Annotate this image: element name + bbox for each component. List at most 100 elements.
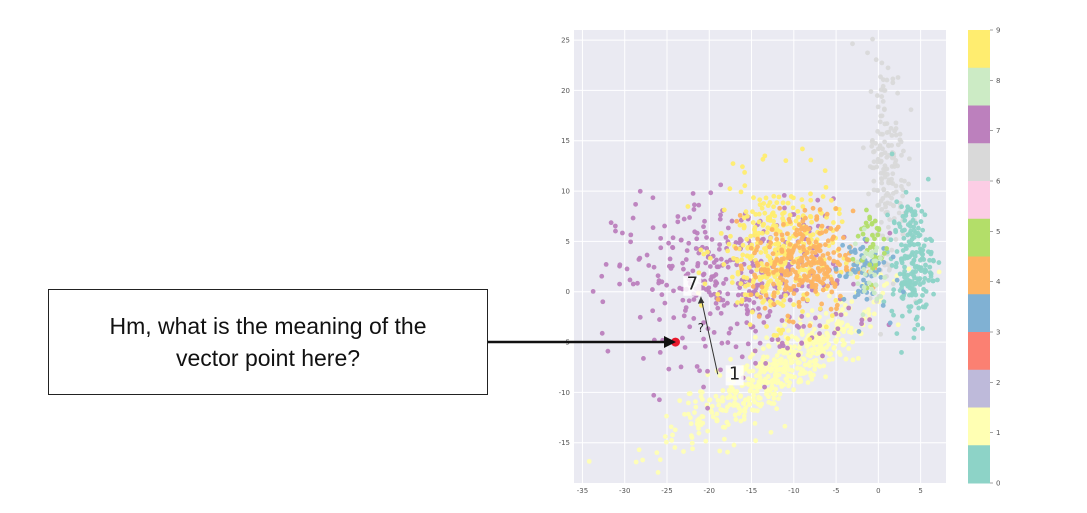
scatter-point-class-1 xyxy=(818,344,824,350)
colorbar-segment xyxy=(968,256,990,295)
scatter-point-class-4 xyxy=(769,227,775,232)
scatter-point-class-9 xyxy=(783,293,788,298)
scatter-point-class-1 xyxy=(795,359,800,365)
colorbar-segment xyxy=(968,181,990,220)
scatter-point-class-9 xyxy=(754,292,760,297)
scatter-point-class-0 xyxy=(921,243,927,249)
scatter-point-class-7 xyxy=(687,324,693,330)
scatter-point-class-6 xyxy=(889,132,895,138)
scatter-point-class-4 xyxy=(804,256,810,261)
scatter-point-class-7 xyxy=(690,268,696,274)
scatter-point-class-1 xyxy=(742,409,748,415)
scatter-point-class-1 xyxy=(753,384,758,390)
scatter-point-class-4 xyxy=(790,319,796,325)
scatter-point-class-7 xyxy=(678,364,684,370)
scatter-point-class-0 xyxy=(920,292,925,298)
scatter-point-class-9 xyxy=(751,195,756,201)
scatter-point-class-9 xyxy=(820,194,826,199)
scatter-point-class-1 xyxy=(841,341,847,347)
scatter-point-class-1 xyxy=(786,328,791,333)
scatter-point-class-1 xyxy=(746,402,752,408)
scatter-point-class-1 xyxy=(708,408,714,414)
scatter-point-class-4 xyxy=(825,238,831,244)
scatter-point-class-4 xyxy=(831,258,837,264)
scatter-point-class-4 xyxy=(763,293,769,298)
scatter-point-class-1 xyxy=(727,389,732,394)
scatter-point-class-3 xyxy=(855,266,861,272)
x-axis-ticks: -35 -30 -25 -20 -15 -10 -5 0 5 xyxy=(577,487,923,495)
scatter-point-class-6 xyxy=(875,188,881,194)
scatter-point-class-1 xyxy=(776,372,782,378)
scatter-point-class-0 xyxy=(922,269,928,275)
scatter-point-class-0 xyxy=(902,268,908,274)
scatter-point-class-9 xyxy=(764,275,770,281)
scatter-point-class-3 xyxy=(852,247,858,253)
scatter-point-class-0 xyxy=(914,314,920,320)
scatter-point-class-0 xyxy=(927,264,933,270)
scatter-point-class-4 xyxy=(759,267,764,272)
scatter-point-class-1 xyxy=(881,283,887,288)
scatter-point-class-1 xyxy=(741,416,747,422)
scatter-point-class-7 xyxy=(713,300,719,306)
scatter-point-class-4 xyxy=(802,207,808,213)
scatter-point-class-7 xyxy=(757,340,763,346)
scatter-point-class-9 xyxy=(790,195,796,201)
scatter-point-class-0 xyxy=(907,292,912,298)
scatter-point-class-1 xyxy=(839,326,845,332)
scatter-point-class-9 xyxy=(781,297,787,303)
scatter-point-class-1 xyxy=(843,356,849,362)
scatter-point-class-4 xyxy=(758,240,764,246)
scatter-point-class-9 xyxy=(774,333,780,338)
scatter-point-class-7 xyxy=(718,182,724,188)
scatter-point-class-9 xyxy=(775,290,781,295)
scatter-point-class-7 xyxy=(658,245,664,251)
colorbar-segment xyxy=(968,332,990,371)
scatter-point-class-7 xyxy=(766,313,772,319)
scatter-point-class-3 xyxy=(880,303,886,308)
scatter-point-class-3 xyxy=(851,267,856,273)
scatter-point-class-6 xyxy=(871,187,877,193)
scatter-point-class-0 xyxy=(903,209,909,215)
scatter-point-class-9 xyxy=(758,250,764,255)
scatter-point-class-7 xyxy=(725,225,731,231)
scatter-point-class-9 xyxy=(807,337,813,342)
scatter-point-class-1 xyxy=(792,344,797,350)
scatter-point-class-7 xyxy=(813,315,818,321)
scatter-point-class-9 xyxy=(754,267,760,273)
scatter-point-class-9 xyxy=(729,280,735,285)
scatter-point-class-8 xyxy=(877,255,883,261)
scatter-point-class-4 xyxy=(794,227,800,233)
scatter-point-class-1 xyxy=(772,391,778,397)
scatter-point-class-9 xyxy=(817,306,823,312)
scatter-point-class-7 xyxy=(859,321,864,327)
scatter-point-class-1 xyxy=(640,457,646,463)
scatter-point-class-9 xyxy=(772,274,778,279)
scatter-point-class-7 xyxy=(701,224,706,230)
scatter-point-class-0 xyxy=(928,274,934,279)
scatter-point-class-9 xyxy=(790,205,796,211)
y-tick-label: 20 xyxy=(561,87,570,95)
scatter-point-class-7 xyxy=(675,219,681,225)
scatter-point-class-4 xyxy=(715,296,721,302)
scatter-point-class-6 xyxy=(878,152,884,158)
scatter-point-class-9 xyxy=(743,209,749,215)
scatter-point-class-6 xyxy=(878,331,884,337)
scatter-point-class-1 xyxy=(834,322,840,328)
scatter-point-class-9 xyxy=(805,297,811,303)
scatter-point-class-6 xyxy=(893,183,899,189)
colorbar-segment xyxy=(968,218,990,257)
scatter-point-class-7 xyxy=(713,272,719,277)
scatter-point-class-1 xyxy=(633,459,639,465)
scatter-point-class-4 xyxy=(752,250,757,256)
scatter-point-class-9 xyxy=(838,269,844,275)
scatter-point-class-7 xyxy=(725,300,730,306)
scatter-point-class-6 xyxy=(879,206,885,212)
scatter-point-class-4 xyxy=(781,269,787,275)
scatter-point-class-6 xyxy=(897,131,903,137)
scatter-point-class-7 xyxy=(650,225,656,231)
scatter-point-class-0 xyxy=(911,228,917,234)
scatter-point-class-0 xyxy=(909,279,915,285)
scatter-point-class-1 xyxy=(764,335,769,341)
scatter-point-class-4 xyxy=(786,216,792,222)
scatter-point-class-1 xyxy=(871,311,877,317)
